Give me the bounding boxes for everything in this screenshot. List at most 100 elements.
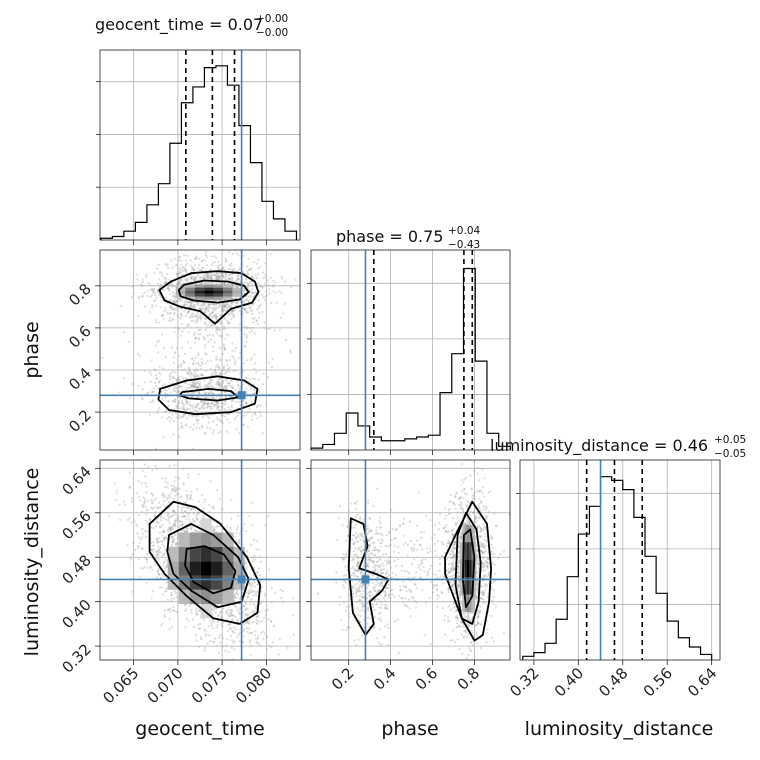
sample-point	[159, 284, 162, 287]
sample-point	[218, 281, 221, 284]
sample-point	[222, 379, 225, 382]
sample-point	[213, 306, 216, 309]
density-cell	[185, 296, 195, 300]
sample-point	[230, 262, 233, 265]
sample-point	[224, 260, 227, 263]
sample-point	[209, 324, 212, 328]
sample-point	[143, 381, 146, 384]
sample-point	[153, 291, 156, 294]
sample-point	[201, 416, 204, 419]
sample-point	[228, 359, 231, 362]
sample-point	[247, 621, 250, 624]
title-phase-lower: −0.43	[448, 239, 480, 251]
sample-point	[204, 253, 208, 256]
sample-point	[230, 404, 233, 407]
sample-point	[154, 299, 157, 302]
sample-point	[162, 496, 165, 499]
sample-point	[224, 348, 227, 351]
sample-point	[267, 618, 270, 621]
sample-point	[171, 525, 174, 528]
sample-point	[450, 549, 453, 553]
density-cell	[178, 575, 190, 590]
sample-point	[234, 346, 237, 350]
sample-point	[474, 535, 477, 538]
sample-point	[152, 540, 155, 544]
sample-point	[204, 321, 207, 325]
sample-point	[164, 485, 167, 489]
sample-point	[174, 542, 178, 545]
sample-point	[160, 540, 163, 543]
sample-point	[200, 315, 203, 319]
sample-point	[211, 379, 214, 382]
density-cell	[213, 296, 224, 300]
sample-point	[236, 278, 239, 282]
sample-point	[261, 286, 264, 289]
sample-point	[138, 575, 141, 578]
sample-point	[253, 353, 256, 356]
sample-point	[186, 494, 189, 497]
sample-point	[192, 359, 195, 363]
sample-point	[282, 590, 285, 593]
sample-point	[237, 414, 240, 417]
sample-point	[152, 291, 155, 294]
sample-point	[453, 543, 457, 546]
sample-point	[185, 617, 188, 620]
sample-point	[219, 373, 222, 376]
sample-point	[189, 303, 192, 306]
sample-point	[234, 361, 237, 364]
sample-point	[227, 303, 230, 306]
sample-point	[479, 501, 483, 504]
sample-point	[264, 275, 267, 278]
sample-cloud-geocent_time-phase	[101, 250, 297, 451]
sample-point	[269, 253, 273, 256]
sample-point	[183, 254, 186, 257]
sample-point	[158, 371, 161, 374]
sample-point	[177, 390, 180, 393]
sample-point	[187, 324, 190, 327]
sample-point	[219, 397, 222, 400]
sample-point	[218, 383, 221, 386]
sample-point	[172, 609, 175, 612]
sample-point	[455, 615, 458, 618]
sample-point	[247, 592, 250, 595]
sample-point	[262, 296, 265, 299]
sample-point	[245, 401, 248, 404]
sample-point	[190, 268, 193, 271]
sample-point	[255, 273, 258, 277]
sample-point	[180, 322, 183, 325]
sample-point	[172, 356, 176, 359]
sample-point	[172, 538, 175, 542]
sample-point	[256, 641, 259, 644]
sample-point	[218, 405, 221, 408]
sample-point	[204, 269, 207, 272]
sample-point	[178, 435, 181, 438]
sample-point	[162, 492, 165, 495]
sample-point	[186, 527, 189, 530]
sample-point	[169, 492, 172, 495]
sample-point	[222, 369, 226, 372]
sample-point	[135, 523, 138, 526]
sample-point	[151, 306, 154, 309]
sample-point	[159, 379, 162, 382]
sample-point	[198, 383, 201, 387]
sample-point	[225, 395, 228, 399]
density-cell	[222, 561, 234, 576]
sample-point	[211, 614, 214, 617]
sample-point	[238, 542, 241, 545]
sample-point	[178, 299, 182, 302]
sample-point	[461, 509, 465, 512]
sample-point	[211, 311, 214, 314]
sample-point	[250, 586, 253, 589]
sample-point	[193, 375, 196, 378]
sample-point	[246, 281, 249, 284]
sample-point	[227, 273, 230, 276]
sample-point	[224, 649, 227, 652]
sample-point	[183, 501, 186, 504]
sample-point	[234, 297, 237, 300]
sample-point	[460, 600, 463, 603]
sample-point	[450, 500, 453, 503]
sample-point	[224, 304, 227, 307]
sample-point	[148, 413, 151, 416]
sample-point	[145, 553, 148, 556]
sample-point	[174, 489, 177, 492]
